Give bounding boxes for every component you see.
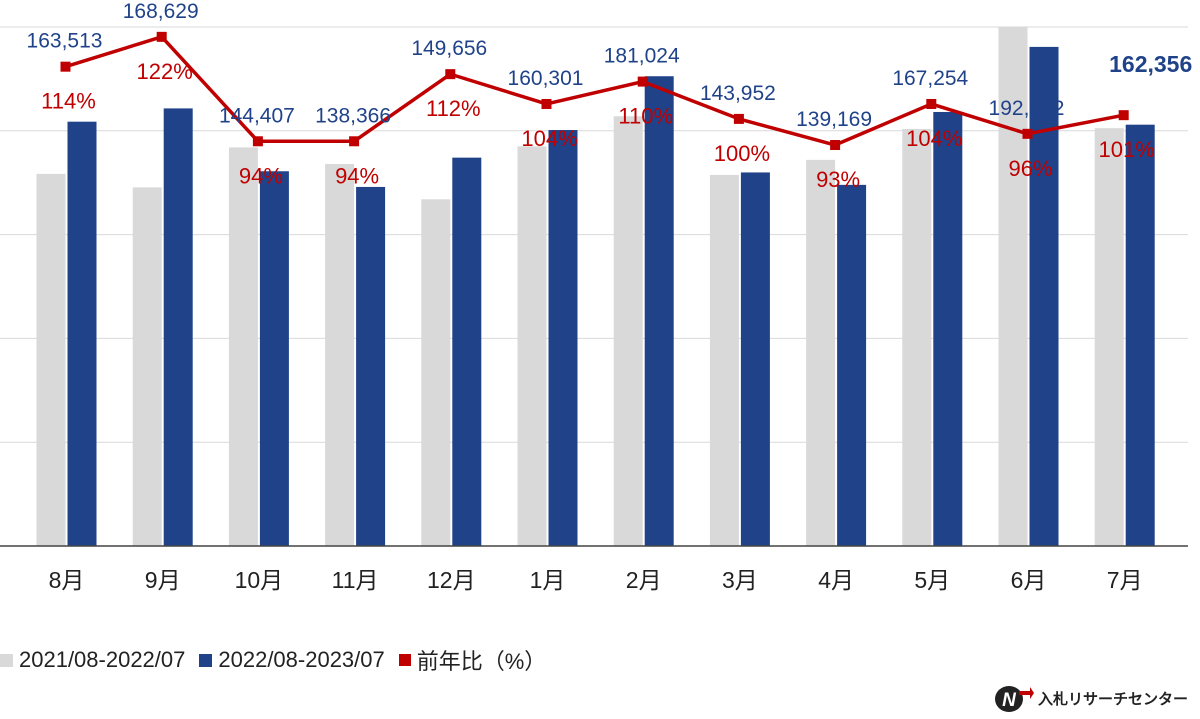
bar-current-year xyxy=(163,108,193,546)
data-label-yoy: 100% xyxy=(714,141,770,166)
legend-label-series-2: 2022/08-2023/07 xyxy=(218,647,385,672)
data-label-current: 192,332 xyxy=(989,97,1065,120)
brand-logo: N 入札リサーチセンター xyxy=(994,682,1188,714)
yoy-point xyxy=(830,140,841,151)
brand-logo-letter: N xyxy=(1002,690,1017,711)
data-label-yoy: 114% xyxy=(41,89,96,114)
data-label-current: 167,254 xyxy=(892,67,968,90)
data-label-yoy: 94% xyxy=(335,163,379,188)
x-tick-label: 5月 xyxy=(914,567,950,593)
yoy-point xyxy=(60,61,71,72)
bar-current-year xyxy=(356,186,386,546)
bar-current-year xyxy=(1125,124,1155,546)
bar-current-year xyxy=(740,172,770,546)
bar-prev-year xyxy=(613,116,643,546)
bar-current-year xyxy=(259,171,289,546)
x-tick-label: 4月 xyxy=(818,567,854,593)
x-tick-label: 1月 xyxy=(530,567,566,593)
bar-prev-year xyxy=(132,187,162,546)
yoy-point xyxy=(445,69,456,80)
yoy-point xyxy=(156,31,167,42)
bar-current-year xyxy=(452,157,482,546)
bar-prev-year xyxy=(998,26,1028,546)
x-tick-label: 8月 xyxy=(49,567,85,593)
legend-label-series-3: 前年比（%） xyxy=(416,649,547,674)
data-label-yoy: 104% xyxy=(906,126,962,151)
bar-current-year xyxy=(548,130,578,546)
brand-name: 入札リサーチセンター xyxy=(1037,690,1188,708)
x-tick-label: 12月 xyxy=(427,567,476,593)
data-label-current: 138,366 xyxy=(315,104,391,127)
data-label-current: 139,169 xyxy=(796,108,872,131)
bar-prev-year xyxy=(325,164,355,547)
data-label-current: 143,952 xyxy=(700,82,776,105)
brand-logo-icon: N xyxy=(994,686,1034,712)
x-tick-label: 2月 xyxy=(626,567,662,593)
data-label-yoy: 94% xyxy=(239,163,283,188)
yoy-point xyxy=(733,113,744,124)
bar-current-year xyxy=(933,111,963,547)
bar-current-year xyxy=(67,121,97,546)
yoy-point xyxy=(252,136,263,147)
data-label-yoy: 122% xyxy=(137,59,193,84)
bar-prev-year xyxy=(1094,128,1124,546)
data-label-current: 168,629 xyxy=(123,0,199,23)
bar-current-year xyxy=(1029,46,1059,546)
data-label-yoy: 101% xyxy=(1099,137,1155,162)
yoy-point xyxy=(349,136,360,147)
bar-prev-year xyxy=(709,174,739,547)
bar-current-year xyxy=(837,184,867,546)
bar-prev-year xyxy=(36,173,66,546)
x-tick-label: 7月 xyxy=(1107,567,1143,593)
data-label-yoy: 104% xyxy=(521,126,577,151)
yoy-point xyxy=(541,98,552,109)
yoy-point xyxy=(1022,128,1033,139)
bar-prev-year xyxy=(228,147,258,546)
data-label-current: 181,024 xyxy=(604,45,680,68)
data-label-yoy: 93% xyxy=(816,167,860,192)
yoy-point xyxy=(637,76,648,87)
data-label-current: 149,656 xyxy=(411,37,487,60)
data-label-current: 163,513 xyxy=(27,30,103,53)
bar-prev-year xyxy=(421,199,451,547)
legend-swatch-series-1 xyxy=(0,653,13,667)
bar-current-year xyxy=(644,76,674,546)
bar-prev-year xyxy=(902,128,932,546)
bar-prev-year xyxy=(806,159,836,546)
data-label-current: 162,356 xyxy=(1109,51,1192,77)
legend-label-series-1: 2021/08-2022/07 xyxy=(19,647,186,672)
yoy-point xyxy=(926,98,937,109)
yoy-point xyxy=(1118,110,1129,121)
legend-item-series-2: 2022/08-2023/07 xyxy=(199,647,385,673)
bar-prev-year xyxy=(517,146,547,546)
data-label-yoy: 112% xyxy=(426,96,481,121)
x-tick-label: 6月 xyxy=(1011,567,1047,593)
x-tick-label: 11月 xyxy=(332,567,379,593)
data-label-yoy: 110% xyxy=(618,104,673,129)
legend-marker-series-3 xyxy=(398,654,411,666)
data-label-current: 144,407 xyxy=(219,104,295,127)
legend: 2021/08-2022/07 2022/08-2023/07 前年比（%） xyxy=(0,640,560,680)
legend-swatch-series-2 xyxy=(199,653,213,667)
legend-item-series-1: 2021/08-2022/07 xyxy=(0,647,185,673)
x-tick-label: 3月 xyxy=(722,567,758,593)
data-label-current: 160,301 xyxy=(508,67,584,90)
legend-item-series-3: 前年比（%） xyxy=(398,644,547,676)
data-label-yoy: 96% xyxy=(1008,156,1052,181)
x-tick-label: 9月 xyxy=(145,567,181,593)
x-tick-label: 10月 xyxy=(235,567,284,593)
combo-chart: 8月 9月 10月 11月 12月 1月 2月 3月 4月 5月 6月 7月 163,513 168,62… xyxy=(0,0,1192,593)
yoy-line xyxy=(64,35,1125,147)
